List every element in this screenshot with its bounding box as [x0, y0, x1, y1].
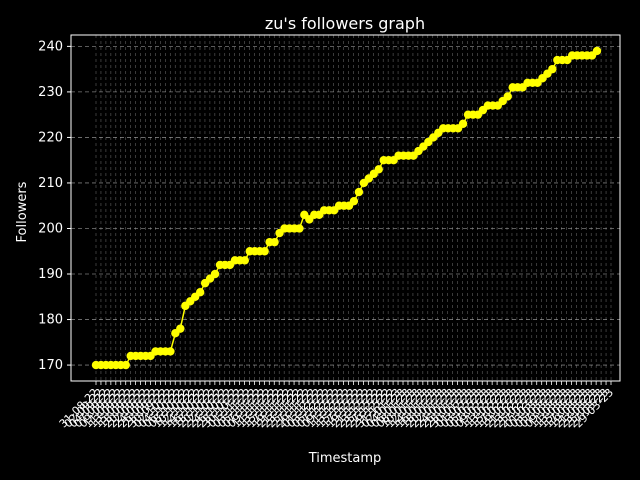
data-point: [195, 288, 205, 297]
y-tick-label: 220: [38, 130, 63, 145]
data-point: [210, 269, 220, 279]
data-point: [349, 196, 359, 206]
plot-frame: [70, 34, 621, 382]
series-markers: [91, 46, 602, 370]
y-tick-label: 170: [38, 358, 63, 373]
data-point: [548, 64, 557, 74]
y-axis-label: Followers: [15, 181, 30, 242]
data-point: [176, 324, 185, 333]
data-point: [458, 119, 468, 128]
grid-horizontal-lines: [71, 45, 620, 366]
data-point: [295, 224, 304, 233]
grid-vertical-lines: [95, 35, 612, 381]
y-tick-label: 200: [38, 221, 63, 236]
y-tick-label: 190: [38, 267, 63, 282]
data-point: [354, 187, 364, 197]
chart-title: zu's followers graph: [265, 14, 425, 33]
data-point: [121, 360, 130, 370]
data-point: [260, 247, 269, 256]
x-axis-label: Timestamp: [308, 451, 382, 466]
y-tick-label: 180: [38, 313, 63, 328]
data-point: [374, 165, 383, 174]
x-axis-ticks: 31-08-2202-09-2204-09-2207-09-2209-09-22…: [57, 381, 616, 430]
data-point: [503, 92, 512, 101]
y-tick-label: 240: [38, 39, 63, 54]
y-tick-label: 210: [38, 176, 63, 191]
data-point: [240, 256, 250, 265]
data-point: [592, 46, 602, 56]
y-tick-label: 230: [38, 85, 63, 100]
data-point: [270, 237, 279, 247]
y-axis-ticks: 170 180 190 200 210 220 230 240: [38, 39, 71, 373]
data-point: [166, 347, 175, 356]
